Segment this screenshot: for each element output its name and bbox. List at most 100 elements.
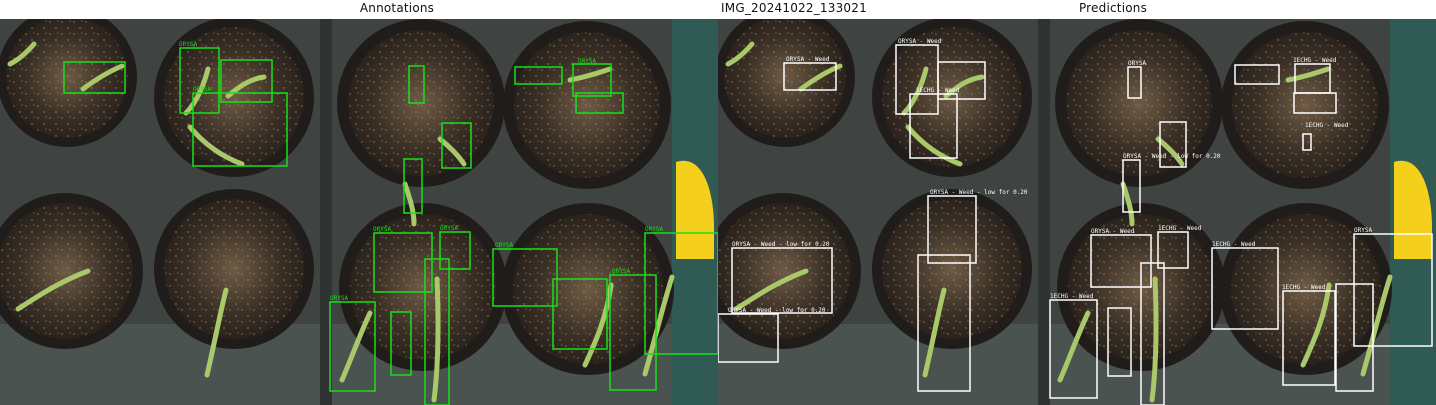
- prediction-box: [783, 62, 837, 91]
- prediction-label: 1ECHG - Weed: [916, 87, 960, 94]
- prediction-box: [731, 247, 833, 314]
- annotation-box: [572, 63, 612, 97]
- seedling-leaf: [1360, 274, 1393, 377]
- annotation-box: [373, 232, 433, 293]
- annotations-title: Annotations: [359, 1, 435, 15]
- pot-speckle: [0, 203, 133, 339]
- annotation-box: [403, 158, 423, 214]
- pot-speckle: [350, 214, 496, 360]
- annotation-box: [644, 232, 718, 355]
- annotation-box: [63, 61, 126, 94]
- pot-speckle: [1066, 30, 1212, 176]
- pot-speckle: [164, 27, 304, 167]
- pot-speckle: [514, 32, 660, 178]
- figure-header: Annotations IMG_20241022_133021 Predicti…: [0, 0, 1436, 19]
- pot-speckle: [6, 19, 128, 138]
- annotation-label: ORYSA: [179, 41, 197, 48]
- yellow-marker: [676, 160, 714, 259]
- seedling-leaf: [339, 310, 373, 383]
- prediction-box: [1159, 121, 1187, 168]
- annotation-box: [552, 278, 608, 350]
- prediction-label: 1ECHG - Weed: [1293, 57, 1337, 64]
- seedlings: [7, 41, 675, 403]
- annotation-box: [220, 59, 273, 103]
- prediction-label: ORYSA - Weed - low for 0.20: [930, 189, 1028, 196]
- seedling-leaf: [1057, 310, 1091, 383]
- annotation-box: [424, 258, 450, 405]
- prediction-label: 1ECHG - Weed: [1305, 122, 1349, 129]
- seedling-leaf: [431, 276, 441, 403]
- annotation-label: ORYSA: [612, 268, 630, 275]
- tray-divider: [1038, 19, 1050, 405]
- annotations-panel: ORYSA ORYSA ORYSA ORYSA ORYSA ORYSA ORYS…: [0, 19, 718, 405]
- prediction-label: 1ECHG - Weed: [1212, 241, 1256, 248]
- prediction-box: [1127, 66, 1142, 99]
- prediction-box: [1234, 64, 1280, 85]
- seedling-leaf: [80, 63, 125, 92]
- annotation-label: ORYSA: [373, 226, 391, 233]
- prediction-box: [1282, 290, 1336, 386]
- seedling-leaf: [1300, 282, 1332, 368]
- seedling-leaf: [901, 66, 929, 116]
- image-filename-title: IMG_20241022_133021: [721, 1, 867, 15]
- predictions-title: Predictions: [1078, 1, 1148, 15]
- predictions-panel: ORYSA - Weed ORYSA - Weed 1ECHG - Weed O…: [718, 19, 1436, 405]
- prediction-box: [1107, 307, 1132, 377]
- pot-speckle: [882, 27, 1022, 167]
- seedling-leaf: [798, 63, 843, 92]
- pot-speckle: [724, 19, 846, 138]
- annotation-label: ORYSA: [495, 242, 513, 249]
- pot-speckle: [1232, 32, 1378, 178]
- prediction-labels: ORYSA - Weed ORYSA - Weed 1ECHG - Weed O…: [728, 38, 1372, 314]
- annotation-box: [408, 65, 425, 104]
- seedling-leaf: [1120, 181, 1135, 227]
- predictions-photo: ORYSA - Weed ORYSA - Weed 1ECHG - Weed O…: [718, 19, 1436, 405]
- annotation-label: ORYSA: [330, 295, 348, 302]
- annotation-labels: ORYSA ORYSA ORYSA ORYSA ORYSA ORYSA ORYS…: [179, 41, 663, 302]
- annotation-box: [439, 231, 471, 270]
- prediction-label: ORYSA - Weed: [1091, 228, 1135, 235]
- prediction-box: [1293, 92, 1337, 114]
- seedling-leaf: [204, 287, 229, 378]
- annotation-box: [192, 92, 288, 167]
- prediction-box: [1140, 262, 1165, 405]
- annotation-box: [575, 92, 624, 114]
- annotation-label: ORYSA: [440, 225, 458, 232]
- prediction-label: ORYSA - Weed: [898, 38, 942, 45]
- annotation-box: [492, 248, 558, 307]
- pot-speckle: [164, 199, 304, 339]
- seedling-leaf: [187, 124, 245, 167]
- prediction-box: [1302, 133, 1312, 151]
- prediction-label: ORYSA - Weed: [786, 56, 830, 63]
- seedling-leaf: [567, 66, 613, 83]
- prediction-box: [718, 313, 779, 363]
- seedling-leaf: [183, 66, 211, 116]
- prediction-box: [909, 93, 958, 159]
- prediction-boxes: [718, 44, 1433, 405]
- seedling-leaf: [1285, 66, 1331, 83]
- prediction-box: [917, 254, 971, 392]
- prediction-box: [1353, 233, 1433, 347]
- prediction-label: 1ECHG - Weed: [1050, 293, 1094, 300]
- annotation-label: ORYSA: [578, 58, 596, 65]
- annotation-box: [514, 66, 563, 85]
- prediction-label: ORYSA - Weed - low for 0.20: [728, 307, 826, 314]
- seedling-leaf: [725, 41, 755, 67]
- seedling-leaf: [1149, 276, 1159, 403]
- prediction-label: 1ECHG - Weed: [1282, 284, 1326, 291]
- pot-speckle: [513, 214, 663, 364]
- seedling-leaf: [402, 181, 417, 227]
- annotation-boxes: [63, 47, 718, 405]
- annotation-box: [179, 47, 220, 114]
- prediction-box: [927, 195, 977, 264]
- prediction-label: ORYSA - Weed - low for 0.20: [1123, 153, 1221, 160]
- seedling-leaf: [642, 274, 675, 377]
- annotation-box: [390, 311, 412, 376]
- seedlings: [725, 41, 1393, 403]
- prediction-box: [1211, 247, 1279, 330]
- seedling-leaf: [733, 268, 809, 312]
- pot-speckle: [1231, 214, 1381, 364]
- pot-speckle: [718, 203, 851, 339]
- pot-group: [718, 19, 1392, 375]
